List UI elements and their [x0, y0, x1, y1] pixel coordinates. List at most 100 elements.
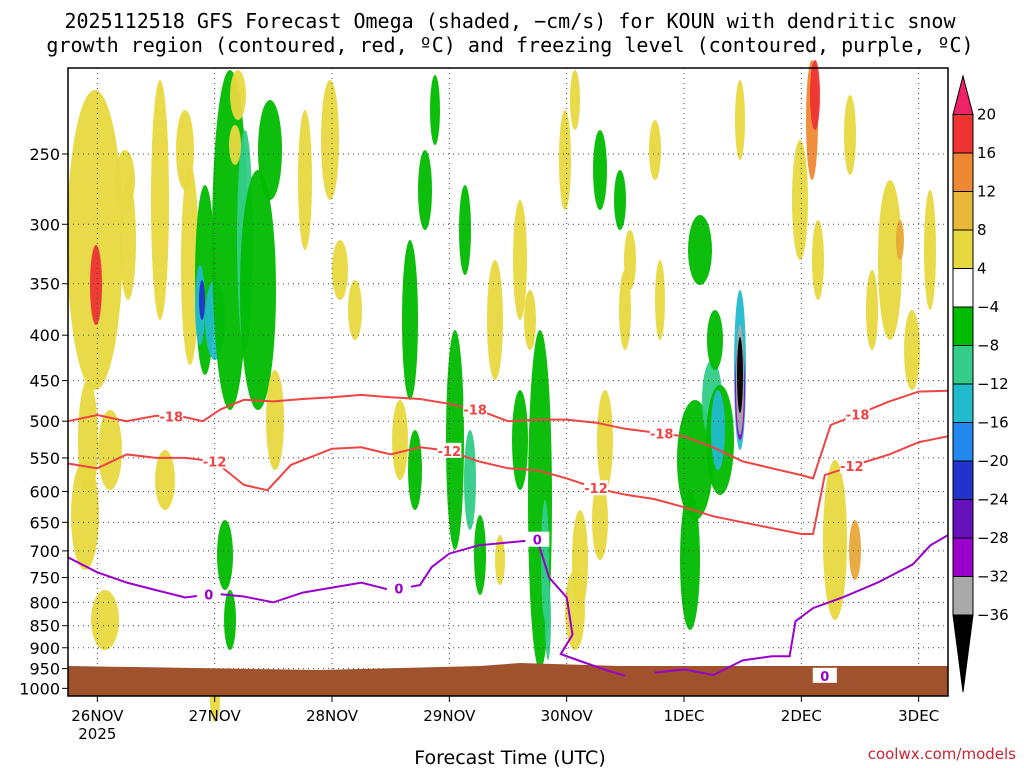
contour-label: 0: [820, 670, 829, 685]
omega-shade-blob: [649, 120, 661, 180]
colorbar-label: 4: [977, 260, 987, 278]
contour-label-bg: [463, 401, 488, 417]
colorbar-swatch: [952, 114, 974, 154]
ground-fill: [68, 663, 948, 696]
colorbar-swatch: [952, 345, 974, 385]
omega-shade-blob: [151, 80, 169, 320]
chart-title-line1: 2025112518 GFS Forecast Omega (shaded, −…: [64, 9, 956, 33]
omega-shade-blob: [592, 480, 608, 560]
omega-shade-blob: [904, 310, 920, 390]
omega-shade-blob: [655, 260, 665, 340]
contour-label: 0: [394, 583, 403, 598]
colorbar-label: −4: [977, 298, 999, 316]
colorbar-swatch: [952, 306, 974, 346]
plot-frame: [67, 67, 949, 697]
omega-shade-blob: [229, 125, 241, 165]
y-tick-label: 700: [29, 542, 60, 561]
omega-shade-blob: [711, 390, 725, 470]
contour-label: -12: [438, 445, 462, 460]
omega-shade-blob: [792, 140, 808, 260]
contour-label: -18: [160, 411, 184, 426]
omega-shade-blob: [677, 400, 713, 520]
omega-shade-blob: [459, 185, 471, 275]
contour-label-bg: [196, 586, 221, 602]
omega-shade-blob: [67, 90, 123, 390]
omega-shade-blob: [559, 110, 571, 210]
omega-shade-blob: [418, 150, 432, 230]
omega-shade-blob: [240, 170, 276, 410]
contour-line: [654, 534, 949, 677]
omega-shade-blob: [823, 460, 847, 620]
contour-label: -18: [650, 427, 674, 442]
colorbar-swatch: [952, 152, 974, 192]
colorbar-legend: 20 16 12 8 4 −4 −8 −12 −16 −20 −24 −28 −32 −36: [952, 74, 1009, 693]
omega-shade-blob: [155, 450, 175, 510]
omega-shade-blob: [513, 200, 527, 320]
y-tick-label: 400: [29, 326, 60, 345]
y-tick-label: 550: [29, 449, 60, 468]
y-tick-label: 600: [29, 482, 60, 501]
omega-shade-blob: [298, 110, 312, 250]
colorbar-swatch: [952, 537, 974, 577]
omega-shade-blob: [495, 535, 505, 585]
colorbar-label: 20: [977, 106, 996, 124]
omega-shade-blob: [321, 80, 339, 200]
omega-shade-blob: [810, 60, 820, 130]
y-tick-label: 650: [29, 513, 60, 532]
omega-shade-blob: [91, 590, 119, 650]
colorbar-label: −16: [977, 414, 1009, 432]
omega-shade-blob: [624, 230, 636, 290]
contour-label-bg: [812, 667, 837, 683]
y-tick-label: 850: [29, 617, 60, 636]
omega-shade-blob: [332, 240, 348, 300]
omega-shade-blob: [217, 520, 233, 590]
credit-link[interactable]: coolwx.com/models: [868, 745, 1016, 763]
y-tick-label: 250: [29, 145, 60, 164]
y-tick-label: 500: [29, 412, 60, 431]
x-tick-label: 1DEC: [663, 707, 704, 725]
colorbar-label: −8: [977, 337, 999, 355]
contour-label-bg: [649, 425, 674, 441]
omega-shade-blob: [524, 290, 536, 350]
colorbar-swatch: [952, 191, 974, 231]
omega-shade-blob: [402, 240, 418, 400]
contour-label: -12: [584, 482, 608, 497]
colorbar-label: −20: [977, 452, 1009, 470]
colorbar-swatch: [952, 499, 974, 539]
colorbar-label: 16: [977, 144, 996, 162]
omega-shade-blob: [90, 245, 102, 325]
colorbar-label: −32: [977, 568, 1009, 586]
x-tick-label: 28NOV: [306, 707, 359, 725]
x-tick-label: 29NOV: [423, 707, 476, 725]
y-tick-label: 750: [29, 568, 60, 587]
x-tick-label: 30NOV: [541, 707, 594, 725]
omega-shade-blob: [464, 430, 476, 530]
omega-shade-blob: [545, 580, 551, 660]
omega-shade-blob: [348, 280, 362, 340]
omega-shade-blob: [199, 280, 205, 320]
contour-line: [67, 389, 949, 480]
omega-shade-blob: [680, 490, 700, 630]
contour-label-bg: [845, 406, 870, 422]
colorbar-label: −24: [977, 491, 1009, 509]
omega-shade-blob: [924, 190, 936, 310]
y-tick-label: 900: [29, 639, 60, 658]
y-axis: 250 300 350 400 450 500 550 600 650 700 750 800 850 9…: [19, 145, 68, 698]
x-tick-label: 27NOV: [189, 707, 242, 725]
colorbar-label: 12: [977, 183, 996, 201]
colorbar-swatch: [952, 422, 974, 462]
omega-shade-blob: [266, 370, 284, 470]
omega-shade-blob: [474, 515, 486, 595]
colorbar-top-triangle: [952, 74, 974, 115]
contour-label: -18: [463, 403, 487, 418]
y-tick-label: 300: [29, 215, 60, 234]
omega-shade-blob: [224, 590, 236, 650]
x-tick-sublabel: 2025: [78, 725, 116, 743]
contour-label-bg: [386, 580, 411, 596]
omega-shade-blob: [688, 215, 712, 285]
omega-shade-blob: [258, 100, 282, 200]
colorbar-bottom-triangle: [952, 614, 974, 693]
omega-shade-blob: [735, 80, 745, 160]
omega-shade-blob: [896, 220, 904, 260]
